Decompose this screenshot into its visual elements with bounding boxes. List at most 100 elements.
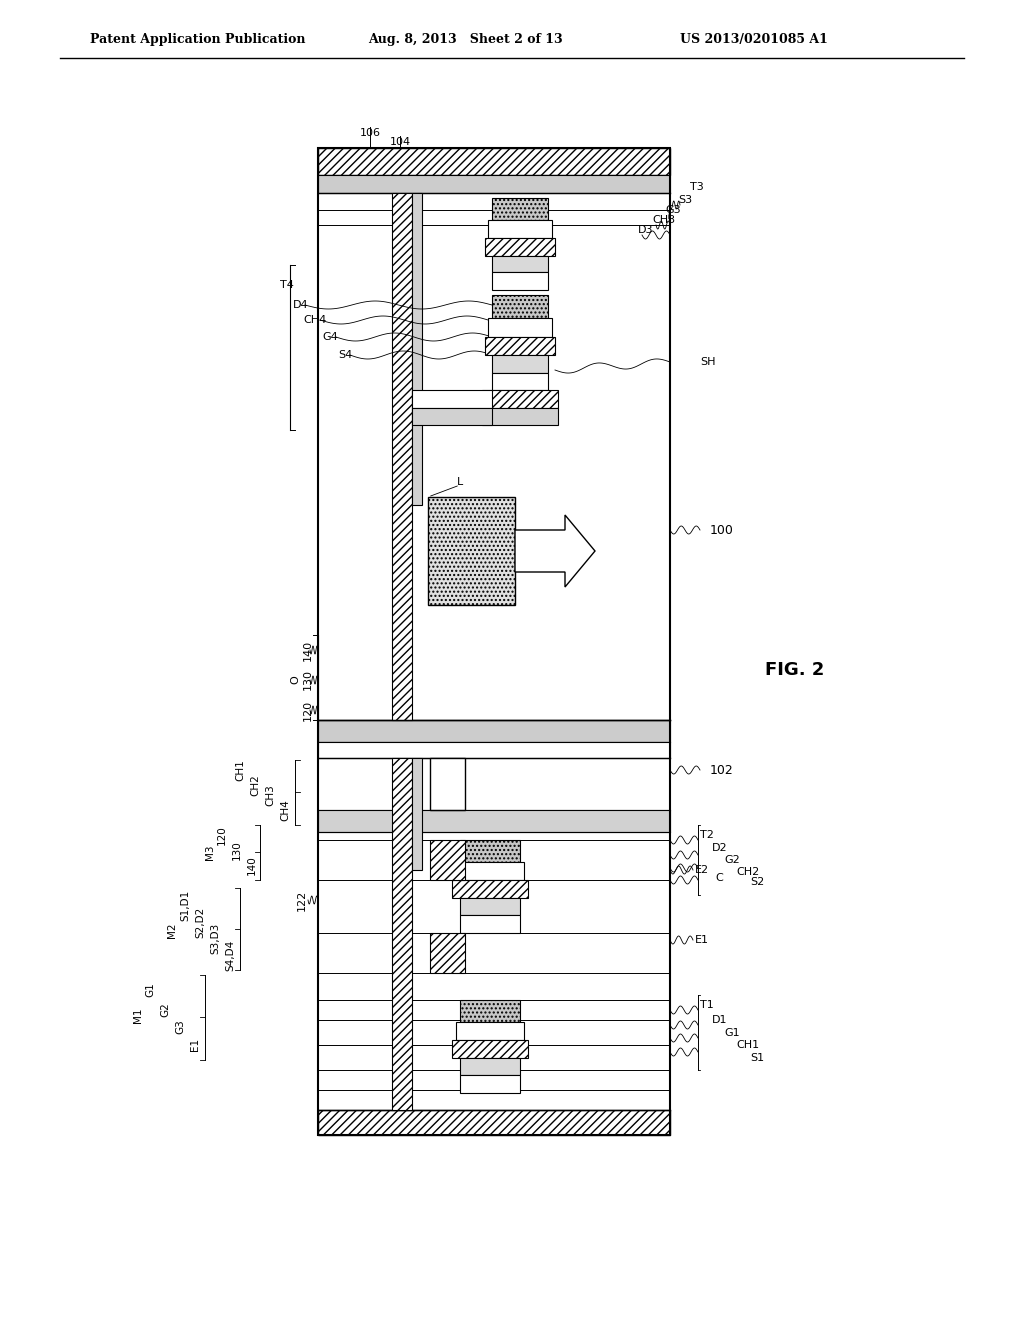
Bar: [318, 148, 670, 176]
Bar: [430, 933, 465, 973]
Bar: [492, 198, 548, 220]
Bar: [482, 389, 558, 408]
Text: C: C: [715, 873, 723, 883]
Text: 130: 130: [232, 840, 242, 859]
Bar: [452, 880, 528, 898]
Bar: [460, 1074, 520, 1093]
Text: CH1: CH1: [736, 1040, 759, 1049]
Text: M3: M3: [205, 845, 215, 859]
Text: 100: 100: [710, 524, 734, 536]
Bar: [412, 389, 492, 408]
Bar: [492, 256, 548, 272]
Text: T1: T1: [700, 1001, 714, 1010]
Text: D3: D3: [638, 224, 653, 235]
Text: G3: G3: [175, 1019, 185, 1035]
Text: S4: S4: [338, 350, 352, 360]
Bar: [460, 915, 520, 933]
Text: G2: G2: [160, 1003, 170, 1018]
Text: G4: G4: [323, 333, 338, 342]
Bar: [456, 1022, 524, 1040]
Text: S3,D3: S3,D3: [210, 923, 220, 953]
Text: S4,D4: S4,D4: [225, 940, 234, 970]
Text: O: O: [290, 676, 300, 684]
Text: 122: 122: [297, 890, 307, 911]
Text: V1: V1: [395, 780, 410, 789]
Text: 120: 120: [217, 825, 227, 845]
Bar: [318, 176, 670, 193]
Text: CH2: CH2: [736, 867, 759, 876]
Text: 140: 140: [303, 639, 313, 660]
Text: G1: G1: [145, 982, 155, 998]
Polygon shape: [515, 515, 595, 587]
Bar: [392, 193, 412, 719]
Bar: [430, 758, 465, 810]
Bar: [456, 862, 524, 880]
Bar: [428, 498, 515, 605]
Text: D2: D2: [712, 843, 728, 853]
Text: M2: M2: [167, 923, 177, 937]
Text: V3: V3: [395, 855, 410, 865]
Bar: [485, 337, 555, 355]
Bar: [460, 1001, 520, 1022]
Text: L: L: [457, 477, 463, 487]
Text: Patent Application Publication: Patent Application Publication: [90, 33, 305, 46]
Text: E2: E2: [695, 865, 710, 875]
Bar: [460, 898, 520, 915]
Bar: [318, 1110, 670, 1135]
Bar: [460, 840, 520, 862]
Text: 140: 140: [247, 855, 257, 875]
Bar: [318, 148, 670, 1135]
Text: T4: T4: [280, 280, 294, 290]
Text: CH3: CH3: [265, 784, 275, 807]
Text: CH4: CH4: [303, 315, 327, 325]
Bar: [492, 355, 548, 374]
Text: CH4: CH4: [280, 799, 290, 821]
Bar: [492, 294, 548, 318]
Bar: [412, 758, 422, 870]
Text: CH1: CH1: [234, 759, 245, 781]
Text: M1: M1: [133, 1007, 143, 1023]
Text: T2: T2: [700, 830, 714, 840]
Bar: [318, 719, 670, 742]
Text: D4: D4: [293, 300, 309, 310]
Text: Aug. 8, 2013   Sheet 2 of 13: Aug. 8, 2013 Sheet 2 of 13: [368, 33, 562, 46]
Bar: [488, 220, 552, 238]
Text: 106: 106: [359, 128, 381, 139]
Text: V2: V2: [395, 948, 410, 958]
Text: G1: G1: [724, 1028, 739, 1038]
Text: SH: SH: [700, 356, 716, 367]
Bar: [452, 1040, 528, 1059]
Text: S1,D1: S1,D1: [180, 890, 190, 920]
Text: 102: 102: [710, 763, 734, 776]
Bar: [412, 408, 492, 425]
Bar: [318, 810, 670, 832]
Text: G3: G3: [665, 205, 681, 215]
Bar: [412, 193, 422, 506]
Bar: [460, 1059, 520, 1074]
Text: 104: 104: [389, 137, 411, 147]
Bar: [392, 758, 412, 1110]
Bar: [318, 148, 670, 1135]
Text: S2: S2: [750, 876, 764, 887]
Bar: [430, 840, 465, 880]
Text: S2,D2: S2,D2: [195, 907, 205, 937]
Text: S1: S1: [750, 1053, 764, 1063]
Bar: [485, 238, 555, 256]
Text: 130: 130: [303, 669, 313, 690]
Text: CH2: CH2: [250, 774, 260, 796]
Text: CH3: CH3: [652, 215, 675, 224]
Text: S3: S3: [678, 195, 692, 205]
Bar: [492, 374, 548, 389]
Bar: [492, 272, 548, 290]
Text: E1: E1: [695, 935, 709, 945]
Text: 120: 120: [303, 700, 313, 721]
Text: G2: G2: [724, 855, 739, 865]
Text: FIG. 2: FIG. 2: [765, 661, 824, 678]
Text: US 2013/0201085 A1: US 2013/0201085 A1: [680, 33, 827, 46]
Text: E1: E1: [190, 1038, 200, 1051]
Text: D1: D1: [712, 1015, 727, 1026]
Text: T3: T3: [690, 182, 703, 191]
Bar: [482, 408, 558, 425]
Bar: [488, 318, 552, 337]
Bar: [318, 742, 670, 758]
